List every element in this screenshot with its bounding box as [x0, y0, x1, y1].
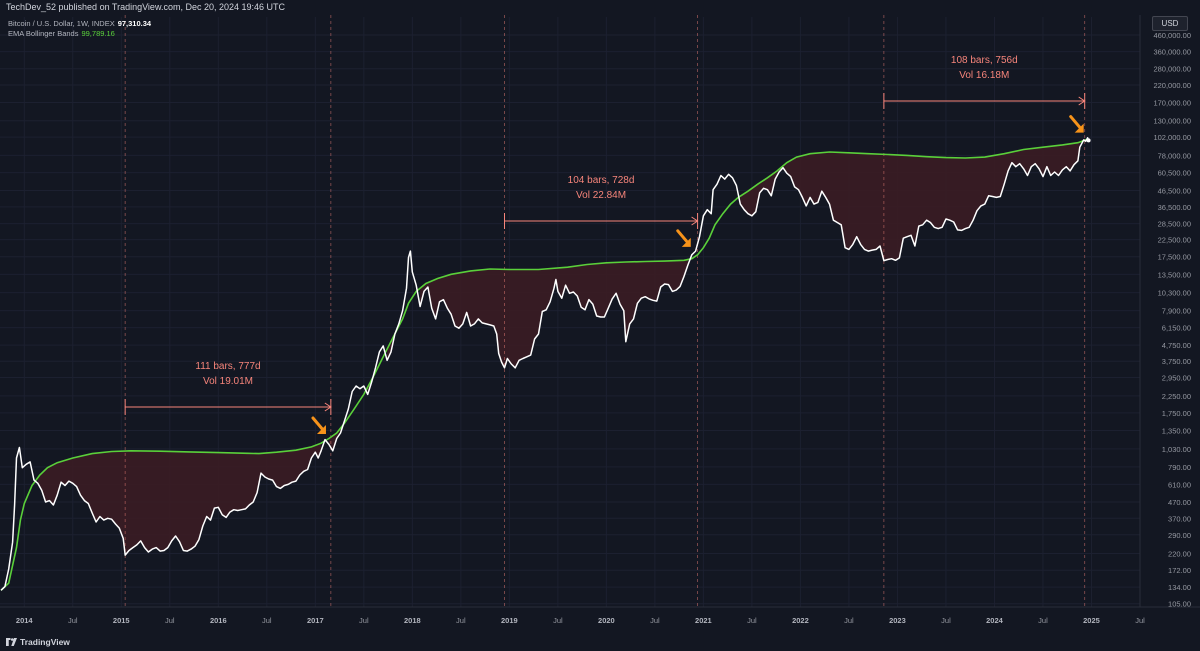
x-tick-year-label: 2021 — [695, 616, 712, 625]
x-tick-year-label: 2014 — [16, 616, 34, 625]
y-tick-label: 36,500.00 — [1158, 203, 1191, 212]
measure-label: 111 bars, 777d — [195, 361, 260, 372]
measure-volume-label: Vol 22.84M — [576, 190, 626, 201]
ema-deviation-fill — [740, 142, 1080, 261]
y-tick-label: 102,000.00 — [1153, 133, 1191, 142]
y-tick-label: 4,750.00 — [1162, 341, 1191, 350]
y-tick-label: 1,030.00 — [1162, 445, 1191, 454]
symbol-name: Bitcoin / U.S. Dollar, 1W, INDEX — [8, 19, 115, 28]
symbol-value: 97,310.34 — [117, 19, 152, 28]
price-axis-background — [1140, 15, 1200, 633]
y-tick-label: 2,950.00 — [1162, 373, 1191, 382]
measure-arrowhead — [324, 402, 332, 412]
x-tick-year-label: 2024 — [986, 616, 1004, 625]
x-tick-year-label: 2022 — [792, 616, 809, 625]
ema-deviation-fill — [420, 259, 688, 368]
footer-brand[interactable]: TradingView — [20, 637, 70, 647]
last-price-marker — [1086, 138, 1091, 143]
x-tick-month-label: Jul — [941, 616, 951, 625]
measure-volume-label: Vol 19.01M — [203, 376, 253, 387]
y-tick-label: 220.00 — [1168, 550, 1191, 559]
y-tick-label: 10,300.00 — [1158, 289, 1191, 298]
y-tick-label: 105.00 — [1168, 600, 1191, 609]
callout-arrow-icon — [316, 424, 326, 434]
x-tick-month-label: Jul — [1135, 616, 1145, 625]
y-tick-label: 46,500.00 — [1158, 186, 1191, 195]
indicator-value: 99,789.16 — [81, 29, 115, 38]
x-tick-year-label: 2015 — [113, 616, 130, 625]
x-tick-month-label: Jul — [747, 616, 757, 625]
y-tick-label: 17,500.00 — [1158, 253, 1191, 262]
measure-label: 104 bars, 728d — [568, 175, 635, 186]
x-tick-month-label: Jul — [68, 616, 78, 625]
y-tick-label: 460,000.00 — [1153, 31, 1191, 40]
callout-arrow-icon — [1074, 123, 1084, 133]
x-tick-year-label: 2017 — [307, 616, 324, 625]
x-tick-year-label: 2025 — [1083, 616, 1100, 625]
symbol-legend-row[interactable]: Bitcoin / U.S. Dollar, 1W, INDEX 97,310.3… — [8, 19, 151, 29]
y-tick-label: 1,350.00 — [1162, 426, 1191, 435]
y-tick-label: 470.00 — [1168, 498, 1191, 507]
indicator-legend-row[interactable]: EMA Bollinger Bands 99,789.16 — [8, 29, 151, 39]
publisher-bar: TechDev_52 published on TradingView.com,… — [0, 0, 1200, 15]
y-tick-label: 2,250.00 — [1162, 392, 1191, 401]
time-axis-background — [0, 607, 1200, 633]
x-tick-month-label: Jul — [456, 616, 466, 625]
x-tick-month-label: Jul — [650, 616, 660, 625]
y-tick-label: 22,500.00 — [1158, 236, 1191, 245]
y-tick-label: 290.00 — [1168, 531, 1191, 540]
chart-legend: Bitcoin / U.S. Dollar, 1W, INDEX 97,310.3… — [8, 19, 151, 39]
callout-arrow-shaft — [676, 229, 691, 246]
y-tick-label: 220,000.00 — [1153, 81, 1191, 90]
y-tick-label: 1,750.00 — [1162, 409, 1191, 418]
y-tick-label: 78,000.00 — [1158, 151, 1191, 160]
y-tick-label: 172.00 — [1168, 566, 1191, 575]
currency-button[interactable]: USD — [1152, 16, 1188, 31]
price-chart[interactable]: 111 bars, 777d Vol 19.01M 104 bars, 728d Vo… — [0, 15, 1200, 633]
y-tick-label: 360,000.00 — [1153, 48, 1191, 57]
y-tick-label: 7,900.00 — [1162, 307, 1191, 316]
y-tick-label: 6,150.00 — [1162, 324, 1191, 333]
indicator-name: EMA Bollinger Bands — [8, 29, 79, 38]
x-tick-year-label: 2020 — [598, 616, 615, 625]
callout-arrow-shaft — [311, 416, 326, 433]
y-tick-label: 370.00 — [1168, 514, 1191, 523]
y-tick-label: 60,500.00 — [1158, 169, 1191, 178]
x-tick-year-label: 2023 — [889, 616, 906, 625]
y-tick-label: 790.00 — [1168, 463, 1191, 472]
x-tick-month-label: Jul — [359, 616, 369, 625]
y-tick-label: 3,750.00 — [1162, 357, 1191, 366]
x-tick-month-label: Jul — [553, 616, 563, 625]
publisher-text: TechDev_52 published on TradingView.com,… — [6, 2, 286, 12]
tradingview-logo-icon[interactable] — [6, 638, 17, 646]
x-tick-year-label: 2018 — [404, 616, 421, 625]
footer-bar: TradingView — [0, 633, 1200, 651]
y-tick-label: 130,000.00 — [1153, 117, 1191, 126]
measure-label: 108 bars, 756d — [951, 55, 1018, 66]
y-tick-label: 170,000.00 — [1153, 99, 1191, 108]
x-tick-year-label: 2019 — [501, 616, 518, 625]
measure-arrowhead — [691, 216, 699, 226]
measure-volume-label: Vol 16.18M — [959, 70, 1009, 81]
x-tick-month-label: Jul — [262, 616, 272, 625]
callout-arrow-icon — [681, 237, 691, 247]
y-tick-label: 134.00 — [1168, 583, 1191, 592]
chart-area[interactable]: 111 bars, 777d Vol 19.01M 104 bars, 728d Vo… — [0, 15, 1200, 633]
x-tick-month-label: Jul — [1038, 616, 1048, 625]
y-tick-label: 13,500.00 — [1158, 270, 1191, 279]
price-line[interactable] — [0, 137, 1090, 591]
x-tick-year-label: 2016 — [210, 616, 227, 625]
x-tick-month-label: Jul — [165, 616, 175, 625]
ema-deviation-fill — [328, 428, 341, 451]
y-tick-label: 28,500.00 — [1158, 220, 1191, 229]
y-tick-label: 280,000.00 — [1153, 65, 1191, 74]
x-tick-month-label: Jul — [844, 616, 854, 625]
measure-arrowhead — [1078, 96, 1086, 106]
ema-deviation-fill — [37, 443, 322, 556]
ema-line[interactable] — [0, 137, 1089, 591]
y-tick-label: 610.00 — [1168, 480, 1191, 489]
